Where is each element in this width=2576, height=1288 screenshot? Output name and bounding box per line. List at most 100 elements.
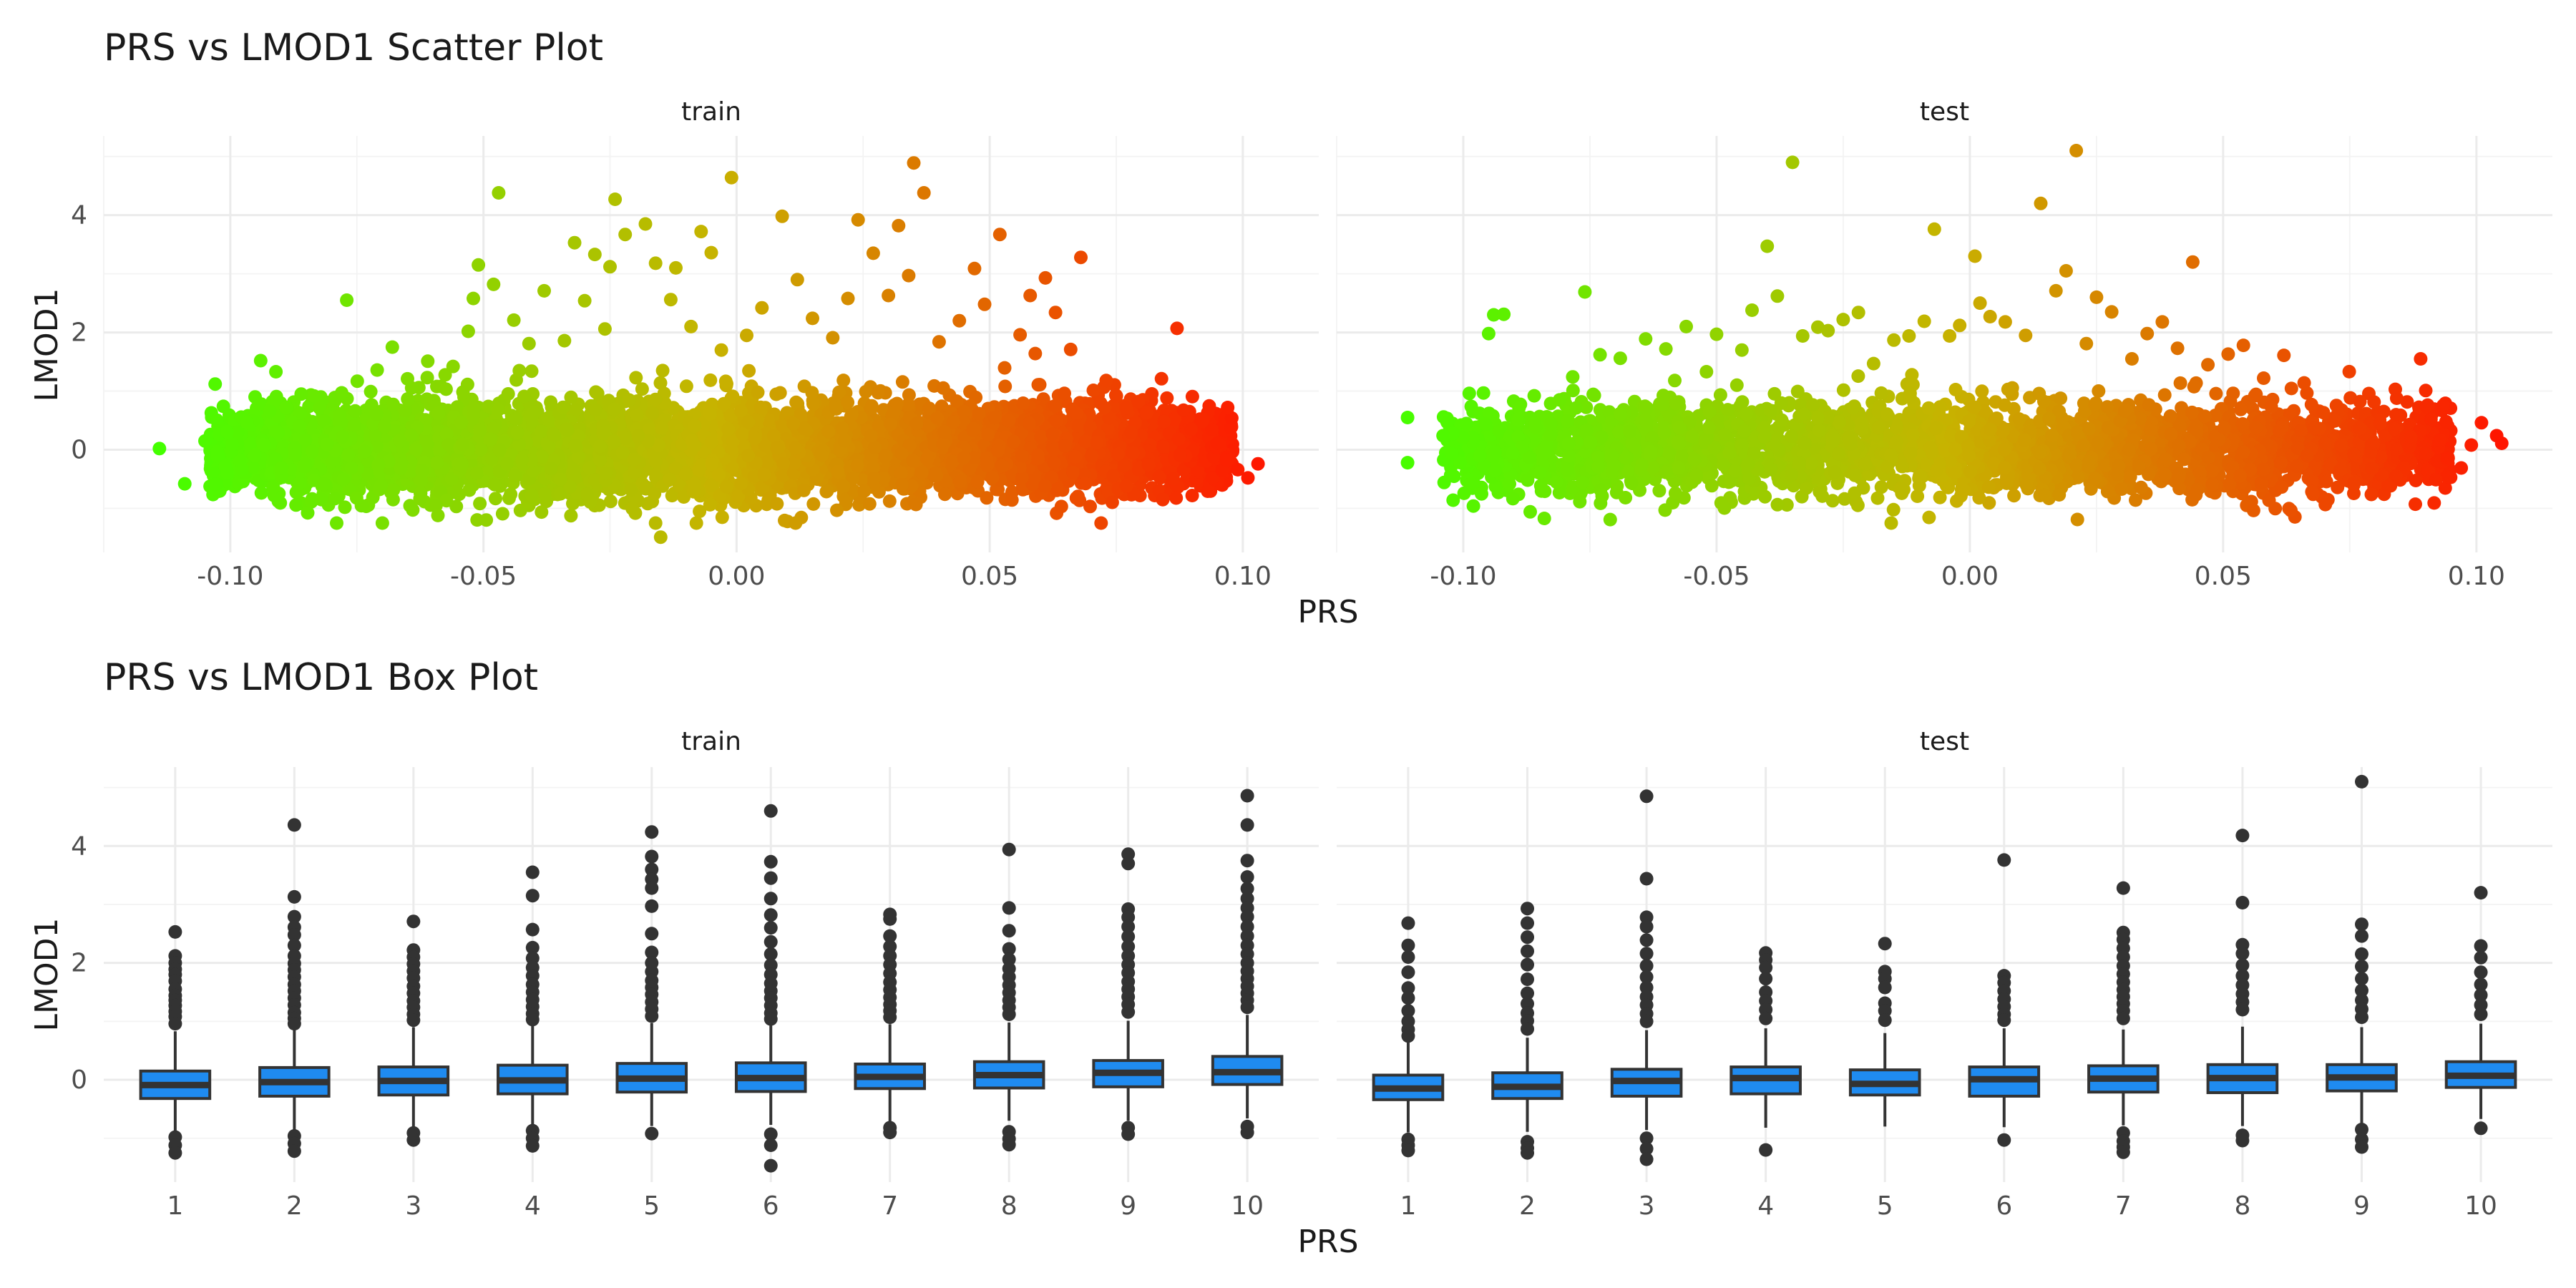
scatter-point <box>950 394 964 409</box>
scatter-point <box>845 407 859 421</box>
scatter-point <box>862 497 877 511</box>
scatter-cloud <box>203 361 1240 530</box>
scatter-point <box>665 489 679 503</box>
scatter-point <box>1201 484 1215 498</box>
scatter-point <box>938 487 952 502</box>
scatter-point <box>760 497 774 512</box>
y-tick-label: 4 <box>71 201 87 230</box>
scatter-point <box>967 421 980 436</box>
scatter-point <box>751 385 765 399</box>
scatter-point <box>841 395 855 409</box>
scatter-point <box>431 406 446 421</box>
scatter-point <box>512 364 527 378</box>
scatter-point <box>588 403 602 417</box>
scatter-point <box>338 500 352 514</box>
scatter-point <box>474 442 487 457</box>
scatter-point <box>564 509 578 523</box>
scatter-point <box>655 364 670 378</box>
scatter-point <box>1058 386 1071 401</box>
scatter-point <box>328 492 342 506</box>
scatter-point <box>462 483 477 497</box>
scatter-point <box>544 395 558 409</box>
scatter-point <box>819 484 834 499</box>
scatter-point <box>469 466 484 480</box>
scatter-point <box>341 448 356 462</box>
scatter-point <box>882 494 897 508</box>
scatter-point <box>364 384 378 399</box>
scatter-point <box>703 406 717 421</box>
scatter-point <box>663 472 677 487</box>
scatter-point <box>980 456 994 469</box>
scatter-point <box>1086 384 1101 397</box>
scatter-point <box>629 371 643 385</box>
scatter-point <box>525 364 539 379</box>
scatter-point <box>1025 477 1040 491</box>
scatter-point <box>1048 399 1063 413</box>
scatter-point <box>985 470 1000 484</box>
scatter-point <box>731 489 746 503</box>
scatter-point <box>703 497 717 512</box>
scatter-point <box>1005 493 1019 507</box>
scatter-point <box>1070 406 1084 421</box>
scatter-point <box>693 504 707 519</box>
x-tick-label: 0.05 <box>961 562 1018 591</box>
scatter-point <box>741 415 756 429</box>
scatter-point <box>420 371 434 385</box>
scatter-point <box>401 393 415 407</box>
scatter-point <box>653 376 668 390</box>
scatter-point <box>556 400 570 414</box>
scatter-point <box>537 487 552 501</box>
scatter-point <box>1119 401 1133 415</box>
scatter-point <box>413 492 427 506</box>
scatter-point <box>894 466 908 480</box>
scatter-point <box>344 461 358 475</box>
scatter-point <box>733 404 748 418</box>
scatter-point <box>603 494 618 509</box>
scatter-point <box>534 424 548 439</box>
scatter-point <box>689 516 703 530</box>
scatter-point <box>439 382 453 396</box>
scatter-point <box>483 432 497 447</box>
scatter-point <box>1098 401 1112 415</box>
scatter-point <box>489 492 502 506</box>
scatter-point <box>895 375 909 389</box>
scatter-point <box>821 424 835 439</box>
scatter-point <box>703 373 718 387</box>
scatter-point <box>936 381 950 395</box>
scatter-point <box>789 516 803 530</box>
scatter-point <box>350 374 364 389</box>
scatter-point <box>630 408 644 422</box>
scatter-point <box>254 486 268 500</box>
scatter-point <box>403 499 417 513</box>
scatter-point <box>679 467 693 481</box>
scatter-point <box>648 487 662 501</box>
scatter-point <box>742 364 756 378</box>
scatter-point <box>715 510 729 525</box>
scatter-point <box>884 417 897 431</box>
x-tick-label: 0.10 <box>1214 562 1272 591</box>
scatter-point <box>645 406 660 420</box>
scatter-point <box>1034 430 1048 444</box>
x-tick-label: -0.05 <box>450 562 517 591</box>
scatter-point <box>1031 378 1045 392</box>
x-tick-label: -0.10 <box>197 562 263 591</box>
scatter-point <box>857 484 872 498</box>
scatter-point <box>467 401 481 415</box>
scatter-point <box>386 483 401 497</box>
scatter-point <box>980 491 994 505</box>
scatter-point <box>526 406 540 420</box>
scatter-point <box>618 431 633 446</box>
scatter-point <box>796 483 811 497</box>
scatter-point <box>1054 499 1068 514</box>
scatter-point <box>838 434 852 448</box>
scatter-point <box>1185 389 1199 404</box>
scatter-point <box>1108 388 1123 402</box>
scatter-point <box>508 469 522 483</box>
scatter-point <box>361 467 375 481</box>
scatter-point <box>830 503 844 517</box>
scatter-point <box>454 416 468 429</box>
scatter-point <box>495 507 509 521</box>
scatter-point <box>509 411 523 426</box>
scatter-point <box>289 498 303 512</box>
